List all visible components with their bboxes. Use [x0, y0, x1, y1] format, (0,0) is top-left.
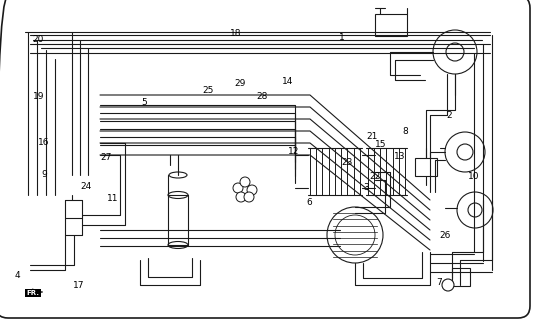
Text: 14: 14 — [282, 77, 294, 86]
Text: 15: 15 — [375, 140, 387, 149]
Text: 5: 5 — [142, 98, 147, 107]
Circle shape — [236, 192, 246, 202]
Text: 1: 1 — [339, 33, 344, 42]
Circle shape — [433, 30, 477, 74]
Circle shape — [457, 192, 493, 228]
Text: 20: 20 — [33, 35, 44, 44]
Text: 3: 3 — [364, 183, 369, 192]
Circle shape — [244, 192, 254, 202]
Text: 22: 22 — [369, 172, 380, 181]
Text: 12: 12 — [287, 147, 299, 156]
Circle shape — [327, 207, 383, 263]
Text: 29: 29 — [234, 79, 246, 88]
Bar — [452, 268, 470, 286]
Text: 18: 18 — [230, 29, 241, 38]
Ellipse shape — [168, 242, 188, 249]
Circle shape — [233, 183, 243, 193]
Text: 26: 26 — [439, 231, 451, 240]
Circle shape — [335, 215, 375, 255]
Circle shape — [446, 43, 464, 61]
Circle shape — [457, 144, 473, 160]
Ellipse shape — [168, 191, 188, 198]
Bar — [375, 14, 407, 36]
Text: 21: 21 — [366, 132, 378, 140]
Text: 19: 19 — [33, 92, 44, 101]
Text: 8: 8 — [403, 127, 408, 136]
Text: 11: 11 — [106, 194, 118, 203]
Text: 4: 4 — [14, 271, 20, 280]
Circle shape — [240, 177, 250, 187]
Circle shape — [468, 203, 482, 217]
Circle shape — [247, 185, 257, 195]
Text: 24: 24 — [80, 182, 91, 191]
Text: 2: 2 — [447, 111, 452, 120]
Text: FR.: FR. — [27, 290, 40, 296]
Text: 27: 27 — [100, 153, 112, 162]
Circle shape — [445, 132, 485, 172]
Text: 17: 17 — [73, 281, 85, 290]
Text: 9: 9 — [41, 170, 47, 179]
Text: 6: 6 — [307, 198, 312, 207]
Text: 7: 7 — [436, 278, 441, 287]
Text: 28: 28 — [256, 92, 268, 100]
Text: 13: 13 — [394, 152, 406, 161]
Bar — [415, 158, 437, 176]
Ellipse shape — [169, 172, 187, 178]
Text: 10: 10 — [468, 172, 479, 181]
Text: 16: 16 — [38, 138, 50, 147]
Text: 25: 25 — [202, 86, 213, 95]
Text: 23: 23 — [341, 158, 353, 167]
Circle shape — [442, 279, 454, 291]
